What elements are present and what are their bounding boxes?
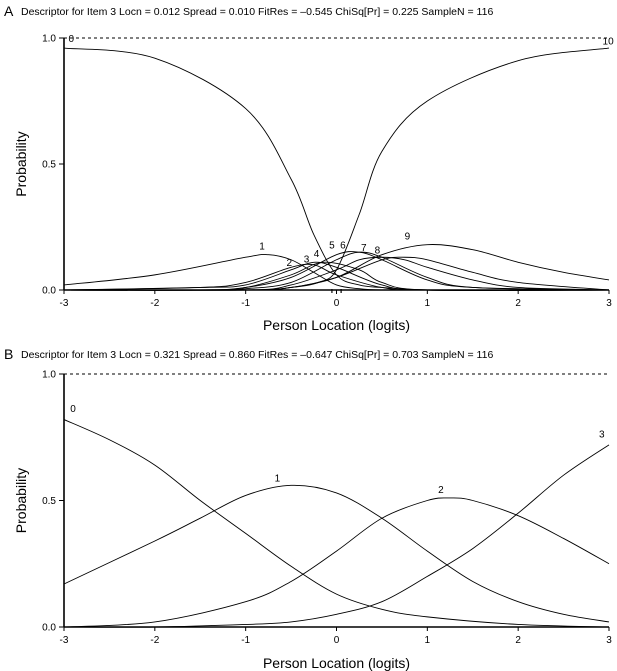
x-tick-label: 1 (425, 635, 431, 646)
category-curve-10 (63, 47, 610, 291)
curve-label-2: 2 (286, 258, 292, 269)
y-tick-label: 0.0 (42, 623, 56, 634)
curve-label-5: 5 (329, 240, 335, 251)
curve-label-1: 1 (259, 242, 265, 253)
curve-label-0: 0 (70, 404, 76, 415)
curve-label-4: 4 (314, 249, 320, 260)
x-tick-label: 3 (606, 635, 612, 646)
curve-label-6: 6 (340, 240, 346, 251)
x-tick-label: -2 (150, 298, 159, 309)
category-curve-6 (63, 251, 610, 291)
x-tick-label: 2 (515, 635, 521, 646)
curve-label-3: 3 (599, 429, 605, 440)
category-curve-0 (63, 419, 610, 628)
curve-label-2: 2 (438, 485, 444, 496)
y-tick-label: 1.0 (42, 370, 56, 381)
curve-label-1: 1 (275, 474, 281, 485)
panel-letter: A (4, 3, 14, 19)
x-tick-label: -1 (241, 635, 250, 646)
curve-label-9: 9 (405, 232, 411, 243)
x-tick-label: 0 (334, 635, 340, 646)
chart-title: Descriptor for Item 3 Locn = 0.321 Sprea… (21, 349, 493, 361)
curve-label-3: 3 (304, 254, 310, 265)
curve-label-7: 7 (361, 243, 367, 254)
panel-letter: B (4, 346, 13, 362)
x-axis-label: Person Location (logits) (263, 317, 410, 333)
x-tick-label: -3 (60, 635, 69, 646)
curve-label-0: 0 (68, 34, 74, 45)
category-curve-0 (63, 47, 609, 291)
chart-title: Descriptor for Item 3 Locn = 0.012 Sprea… (21, 6, 493, 18)
x-tick-label: 0 (334, 298, 340, 309)
y-tick-label: 0.5 (42, 496, 56, 507)
category-curve-2 (63, 497, 610, 628)
x-tick-label: -2 (150, 635, 159, 646)
x-tick-label: -1 (241, 298, 250, 309)
y-tick-label: 1.0 (42, 34, 56, 45)
curve-label-8: 8 (375, 245, 381, 256)
curve-label-10: 10 (603, 36, 615, 47)
x-tick-label: -3 (60, 298, 69, 309)
panel-b-chart: B Descriptor for Item 3 Locn = 0.321 Spre… (4, 346, 612, 671)
x-tick-label: 2 (515, 298, 521, 309)
y-tick-label: 0.0 (42, 286, 56, 297)
x-tick-label: 3 (606, 298, 612, 309)
y-axis-label: Probability (13, 468, 29, 533)
category-curve-3 (63, 444, 610, 628)
category-curve-1 (63, 484, 610, 623)
y-axis-label: Probability (13, 131, 29, 196)
y-tick-label: 0.5 (42, 160, 56, 171)
x-axis-label: Person Location (logits) (263, 655, 410, 671)
x-tick-label: 1 (425, 298, 431, 309)
panel-a-chart: A Descriptor for Item 3 Locn = 0.012 Spre… (4, 3, 614, 333)
category-curve-5 (63, 251, 610, 291)
